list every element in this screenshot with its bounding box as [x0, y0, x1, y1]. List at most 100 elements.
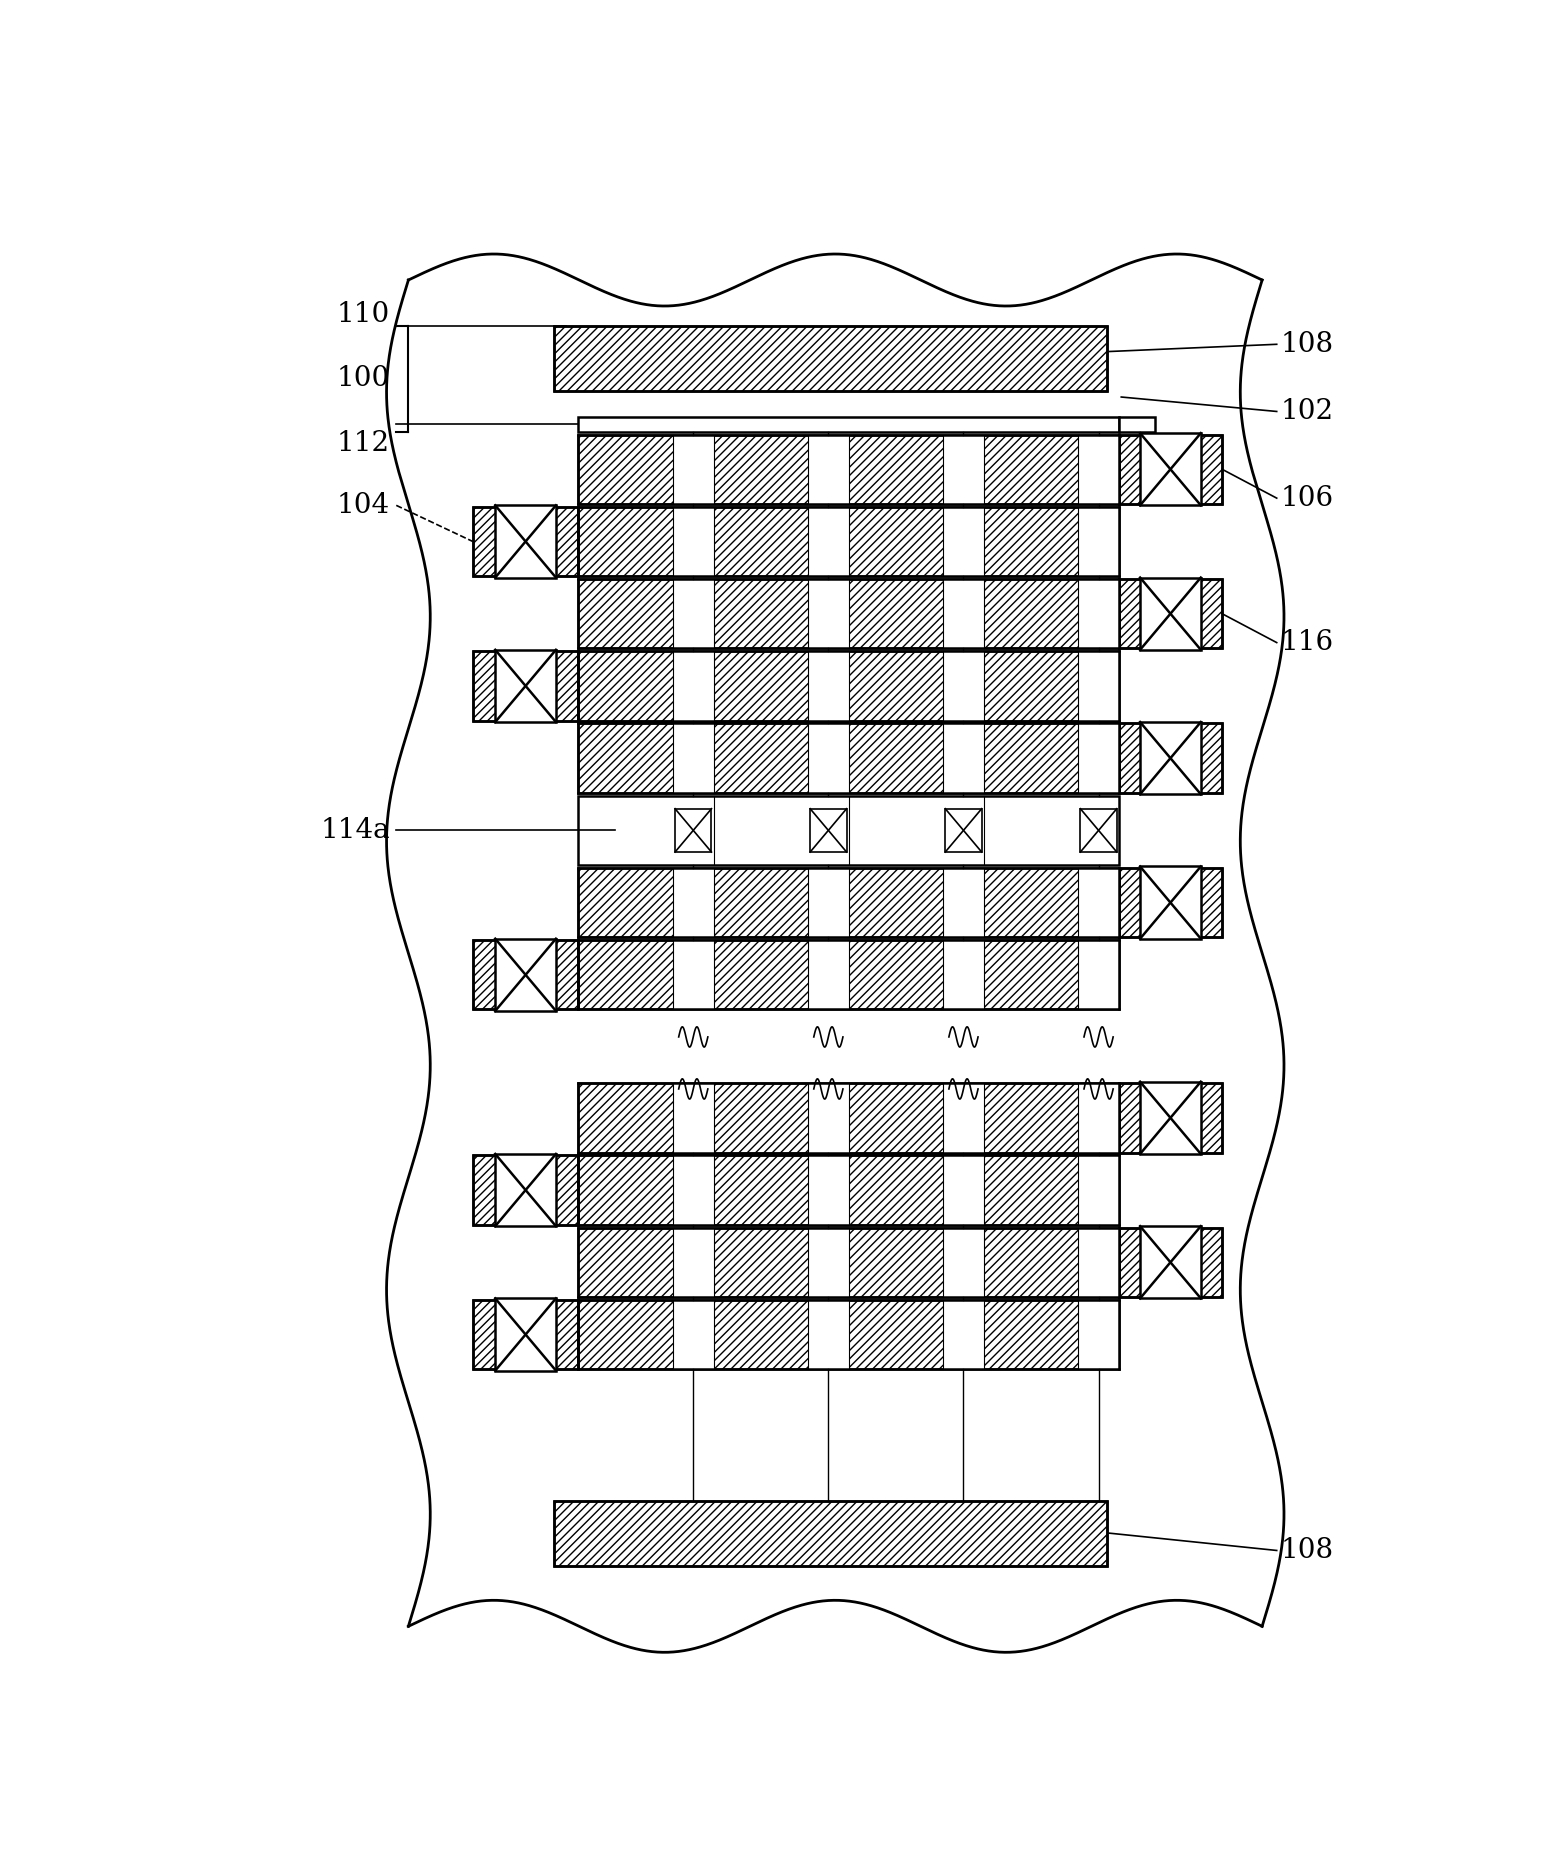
Bar: [578, 1156, 1119, 1225]
Bar: [943, 1300, 984, 1369]
Bar: [1119, 869, 1222, 938]
Bar: [672, 651, 713, 720]
Bar: [1119, 580, 1222, 649]
Bar: [1078, 580, 1119, 649]
Bar: [555, 326, 1106, 392]
Bar: [473, 940, 578, 1009]
Bar: [495, 505, 556, 578]
Bar: [1141, 1227, 1200, 1298]
Bar: [1141, 433, 1200, 505]
Bar: [473, 507, 578, 576]
Bar: [809, 1300, 849, 1369]
Text: 102: 102: [1280, 398, 1334, 426]
Text: 110: 110: [337, 302, 390, 328]
Bar: [1078, 1156, 1119, 1225]
Bar: [943, 1227, 984, 1296]
Bar: [672, 940, 713, 1009]
Bar: [1119, 416, 1155, 431]
Bar: [578, 435, 1119, 505]
Bar: [943, 1082, 984, 1152]
Bar: [555, 326, 1106, 392]
Bar: [473, 1156, 578, 1225]
Bar: [943, 869, 984, 938]
Bar: [495, 1154, 556, 1227]
Bar: [809, 1227, 849, 1296]
Bar: [1119, 435, 1222, 505]
Bar: [473, 940, 578, 1009]
Bar: [1078, 1300, 1119, 1369]
Bar: [943, 435, 984, 505]
Bar: [1119, 724, 1222, 794]
Bar: [578, 580, 1119, 649]
Bar: [672, 1082, 713, 1152]
Bar: [809, 507, 849, 576]
Bar: [1119, 435, 1222, 505]
Bar: [1141, 867, 1200, 938]
Bar: [943, 651, 984, 720]
Bar: [1078, 869, 1119, 938]
Bar: [473, 1156, 578, 1225]
Bar: [578, 1082, 1119, 1152]
Bar: [1078, 507, 1119, 576]
Bar: [1078, 1082, 1119, 1152]
Bar: [809, 724, 849, 794]
Bar: [943, 507, 984, 576]
Bar: [578, 1300, 1119, 1369]
Bar: [578, 416, 1119, 431]
Bar: [809, 1156, 849, 1225]
Text: 104: 104: [337, 492, 390, 520]
Bar: [809, 869, 849, 938]
Bar: [473, 651, 578, 720]
Bar: [578, 651, 1119, 720]
Bar: [809, 940, 849, 1009]
Bar: [1078, 724, 1119, 794]
Bar: [1080, 809, 1117, 852]
Text: 116: 116: [1280, 628, 1334, 657]
Bar: [672, 435, 713, 505]
Bar: [495, 1298, 556, 1371]
Bar: [672, 869, 713, 938]
Bar: [672, 580, 713, 649]
Bar: [495, 649, 556, 722]
Bar: [943, 724, 984, 794]
Text: 108: 108: [1280, 1536, 1334, 1565]
Text: 106: 106: [1280, 484, 1334, 512]
Bar: [943, 580, 984, 649]
Bar: [473, 507, 578, 576]
Bar: [672, 724, 713, 794]
Bar: [672, 1156, 713, 1225]
Bar: [555, 1501, 1106, 1566]
Bar: [1119, 1082, 1222, 1152]
Bar: [1078, 940, 1119, 1009]
Bar: [943, 940, 984, 1009]
Bar: [578, 940, 1119, 1009]
Text: 108: 108: [1280, 330, 1334, 358]
Bar: [578, 869, 1119, 938]
Bar: [1119, 724, 1222, 794]
Bar: [1119, 580, 1222, 649]
Bar: [1078, 1227, 1119, 1296]
Bar: [1141, 1082, 1200, 1154]
Bar: [578, 507, 1119, 576]
Bar: [578, 1227, 1119, 1296]
Bar: [1119, 1227, 1222, 1296]
Bar: [473, 651, 578, 720]
Bar: [809, 1082, 849, 1152]
Bar: [809, 435, 849, 505]
Bar: [1141, 578, 1200, 649]
Bar: [810, 809, 846, 852]
Bar: [578, 724, 1119, 794]
Bar: [578, 795, 1119, 865]
Bar: [675, 809, 711, 852]
Bar: [1119, 869, 1222, 938]
Bar: [1141, 722, 1200, 794]
Text: 114a: 114a: [321, 816, 390, 844]
Bar: [945, 809, 981, 852]
Bar: [809, 651, 849, 720]
Bar: [943, 1156, 984, 1225]
Bar: [495, 938, 556, 1011]
Bar: [672, 1227, 713, 1296]
Bar: [555, 1501, 1106, 1566]
Bar: [473, 1300, 578, 1369]
Bar: [809, 580, 849, 649]
